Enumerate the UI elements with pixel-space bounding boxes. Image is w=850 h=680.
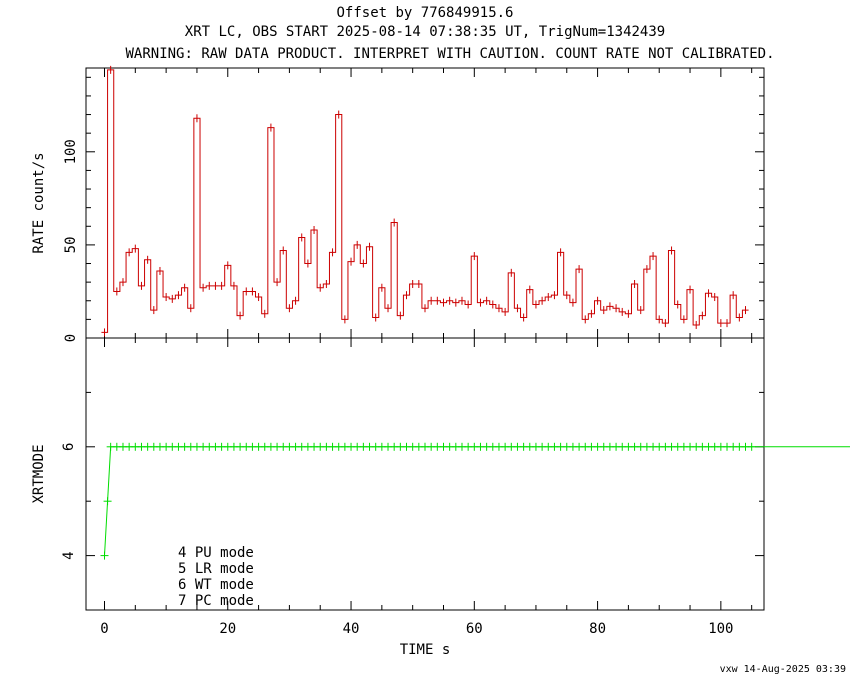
- mode-line: [103, 446, 850, 556]
- x-tick-label: 100: [708, 621, 733, 637]
- mode-series: [100, 442, 850, 560]
- rate-step-line: [101, 69, 749, 333]
- mode-panel-frame: [85, 337, 765, 611]
- rate-series: [101, 65, 749, 337]
- header-obs-start: XRT LC, OBS START 2025-08-14 07:38:35 UT…: [185, 24, 665, 40]
- x-tick-label: 40: [343, 621, 360, 637]
- rate-axis-ticks: 0 50 100: [63, 76, 764, 342]
- x-tick-label: 80: [589, 621, 606, 637]
- rate-axis-label: RATE count/s: [31, 152, 47, 253]
- rate-y-tick-label: 100: [63, 139, 79, 164]
- footer-timestamp: vxw 14-Aug-2025 03:39: [720, 664, 846, 675]
- legend-pc-mode: 7 PC mode: [178, 593, 254, 609]
- x-tick-label: 0: [100, 621, 108, 637]
- header-warning: WARNING: RAW DATA PRODUCT. INTERPRET WIT…: [125, 46, 774, 62]
- x-axis-ticks: 0 20 40 60 80 100: [100, 68, 753, 637]
- legend-pu-mode: 4 PU mode: [178, 545, 254, 561]
- x-tick-label: 60: [466, 621, 483, 637]
- legend-wt-mode: 6 WT mode: [178, 577, 254, 593]
- mode-y-tick-label: 4: [61, 551, 77, 559]
- legend-lr-mode: 5 LR mode: [178, 561, 254, 577]
- rate-y-tick-label: 50: [63, 236, 79, 253]
- x-tick-label: 20: [219, 621, 236, 637]
- mode-axis-ticks: 46: [61, 337, 764, 611]
- mode-y-tick-label: 6: [61, 443, 77, 451]
- rate-y-tick-label: 0: [63, 334, 79, 342]
- x-axis-label: TIME s: [400, 642, 451, 658]
- header-offset: Offset by 776849915.6: [336, 5, 513, 21]
- mode-axis-label: XRTMODE: [31, 444, 47, 503]
